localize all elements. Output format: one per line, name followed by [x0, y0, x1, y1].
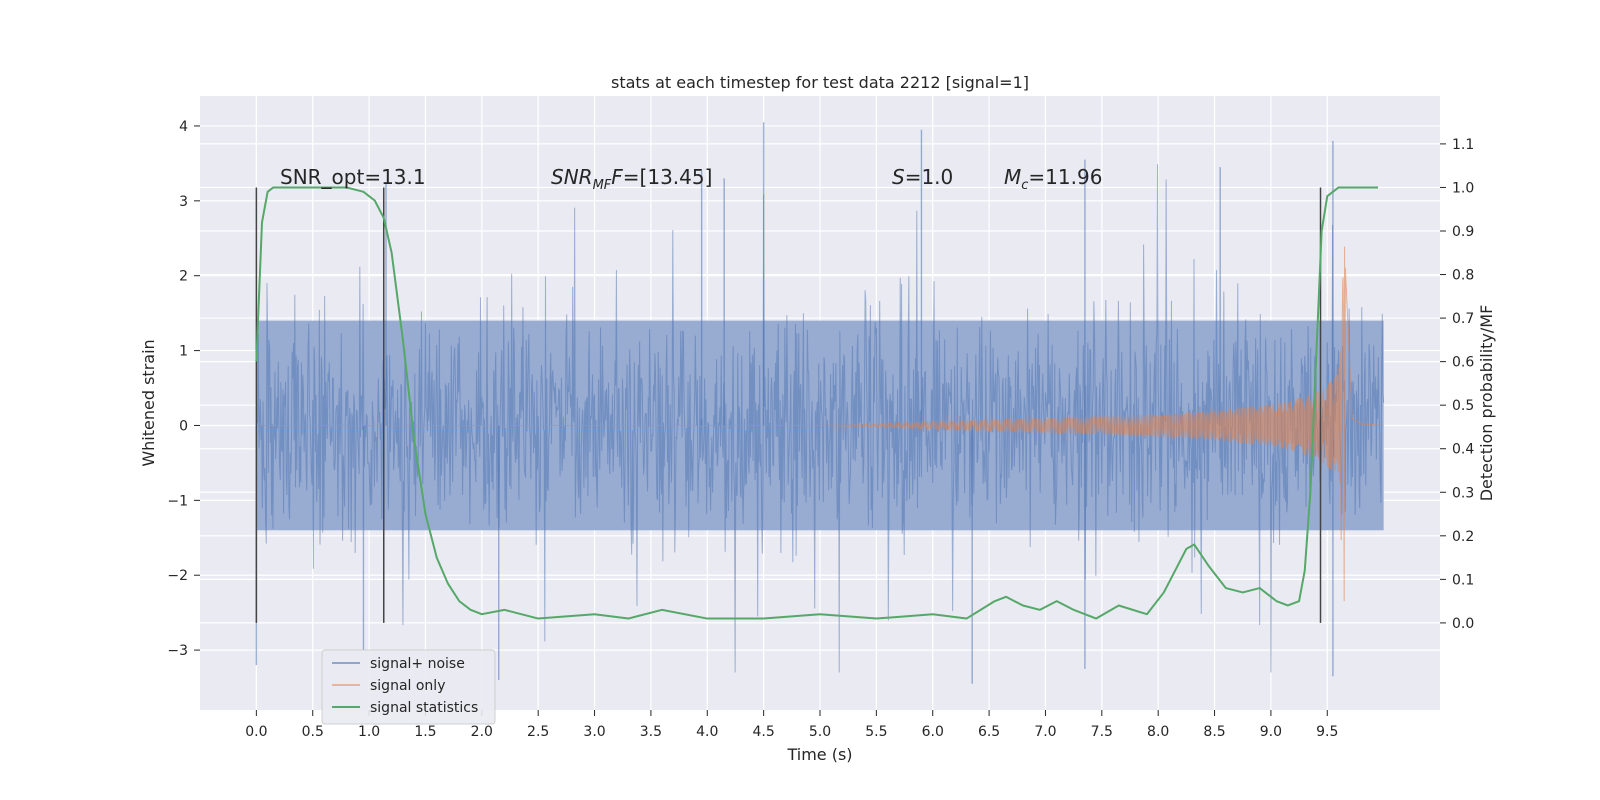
chart-title: stats at each timestep for test data 221…: [611, 73, 1029, 92]
annotation-s: S=1.0: [892, 165, 953, 189]
x-tick-label: 4.0: [696, 724, 718, 740]
y-tick-label: −3: [167, 643, 188, 659]
x-tick-label: 7.0: [1034, 724, 1056, 740]
x-tick-label: 4.5: [753, 724, 775, 740]
y-tick-label: 2: [179, 269, 188, 285]
y-tick-label: 0: [179, 418, 188, 434]
x-tick-label: 9.0: [1260, 724, 1282, 740]
y2-tick-label: 0.3: [1452, 485, 1474, 501]
y2-ticks: 1.1 1.0 0.9 0.8 0.7 0.6 0.5 0.4 0.3 0.2 0.1 0.0: [1440, 137, 1474, 632]
annotation-mc: Mc=11.96: [1004, 165, 1102, 193]
x-tick-label: 7.5: [1091, 724, 1113, 740]
y-axis-label: Whitened strain: [139, 339, 158, 466]
y2-tick-label: 0.7: [1452, 311, 1474, 327]
x-tick-label: 8.5: [1203, 724, 1225, 740]
signal-statistics-line: [255, 186, 1378, 620]
y2-tick-label: 1.0: [1452, 180, 1474, 196]
x-tick-label: 0.5: [302, 724, 324, 740]
y2-tick-label: 0.1: [1452, 572, 1474, 588]
y2-tick-label: 0.8: [1452, 268, 1474, 284]
y2-tick-label: 0.4: [1452, 442, 1474, 458]
annotation-snr-opt: SNR_opt=13.1: [280, 165, 426, 189]
x-tick-label: 5.5: [865, 724, 887, 740]
x-tick-label: 1.5: [414, 724, 436, 740]
noise-line: [255, 164, 1385, 673]
x-tick-label: 3.5: [640, 724, 662, 740]
legend: signal+ noise signal only signal statist…: [321, 649, 496, 725]
x-tick-label: 9.5: [1316, 724, 1338, 740]
annotation-snr-mf: SNRMFF=[13.45]: [551, 165, 712, 193]
x-ticks: 0.0 0.5 1.0 1.5 2.0 2.5 3.0 3.5 4.0 4.5 5.0 5.5 6.0 6…: [245, 710, 1338, 740]
x-tick-label: 5.0: [809, 724, 831, 740]
legend-label-signal-only: signal only: [370, 678, 445, 694]
y-ticks: 4 3 2 1 0 −1 −2 −3: [167, 119, 200, 659]
y-tick-label: 4: [179, 119, 188, 135]
x-tick-label: 3.0: [583, 724, 605, 740]
y2-tick-label: 0.6: [1452, 355, 1474, 371]
y-tick-label: 3: [179, 194, 188, 210]
x-tick-label: 6.5: [978, 724, 1000, 740]
x-tick-label: 2.5: [527, 724, 549, 740]
y-tick-label: 1: [179, 344, 188, 360]
y-tick-label: −2: [167, 568, 188, 584]
y2-tick-label: 1.1: [1452, 137, 1474, 153]
x-axis-label: Time (s): [786, 745, 852, 764]
x-tick-label: 6.0: [922, 724, 944, 740]
legend-box: [321, 649, 496, 725]
series-signal-only: [256, 246, 1384, 602]
y-tick-label: −1: [167, 493, 188, 509]
signal-only-line: [256, 246, 1384, 602]
x-tick-label: 0.0: [245, 724, 267, 740]
y2-tick-label: 0.5: [1452, 398, 1474, 414]
x-tick-label: 8.0: [1147, 724, 1169, 740]
y2-axis-label: Detection probability/MF: [1477, 305, 1496, 502]
y2-tick-label: 0.0: [1452, 616, 1474, 632]
series-signal-statistics: [255, 186, 1378, 620]
y2-tick-label: 0.2: [1452, 529, 1474, 545]
x-tick-label: 1.0: [358, 724, 380, 740]
legend-label-signal-noise: signal+ noise: [370, 656, 465, 672]
legend-label-signal-statistics: signal statistics: [370, 700, 478, 716]
y2-tick-label: 0.9: [1452, 224, 1474, 240]
x-tick-label: 2.0: [471, 724, 493, 740]
